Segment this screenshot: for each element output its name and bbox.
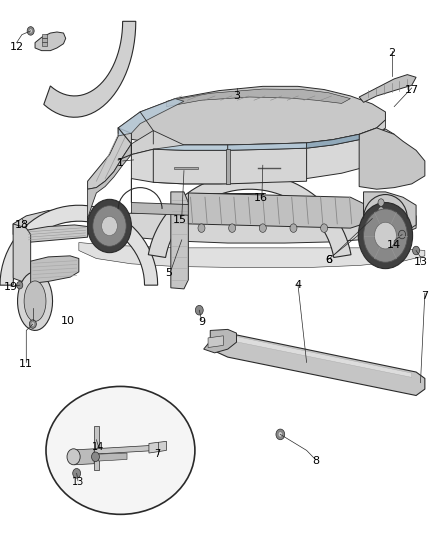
Polygon shape (26, 225, 88, 243)
Polygon shape (174, 167, 198, 169)
Text: 14: 14 (92, 442, 105, 451)
Polygon shape (44, 21, 136, 117)
Polygon shape (31, 256, 79, 284)
Circle shape (378, 199, 384, 206)
Text: 14: 14 (387, 240, 401, 250)
Polygon shape (42, 34, 47, 38)
Polygon shape (13, 224, 31, 281)
Polygon shape (166, 89, 350, 107)
Polygon shape (153, 149, 228, 184)
Circle shape (93, 206, 126, 246)
Text: 9: 9 (198, 318, 205, 327)
Circle shape (278, 432, 283, 437)
Text: 12: 12 (10, 42, 24, 52)
Polygon shape (210, 333, 425, 395)
Circle shape (290, 224, 297, 232)
Polygon shape (42, 38, 47, 42)
Text: 8: 8 (312, 456, 319, 466)
Text: 19: 19 (4, 282, 18, 292)
Polygon shape (74, 449, 94, 465)
Polygon shape (153, 145, 228, 150)
Polygon shape (42, 42, 47, 46)
Text: 7: 7 (155, 449, 161, 459)
Circle shape (378, 207, 384, 214)
Circle shape (276, 429, 285, 440)
Polygon shape (226, 149, 230, 184)
Polygon shape (204, 329, 237, 353)
Polygon shape (131, 120, 385, 155)
Polygon shape (208, 336, 223, 348)
Polygon shape (94, 426, 99, 470)
Polygon shape (131, 129, 394, 203)
Circle shape (399, 230, 406, 239)
Polygon shape (35, 32, 66, 51)
Polygon shape (188, 193, 364, 228)
Polygon shape (88, 144, 131, 224)
Polygon shape (364, 192, 416, 237)
Text: 18: 18 (15, 220, 29, 230)
Circle shape (413, 246, 420, 255)
Polygon shape (118, 86, 385, 145)
Circle shape (29, 320, 36, 328)
Polygon shape (94, 445, 158, 454)
Circle shape (378, 223, 384, 230)
Polygon shape (228, 148, 307, 184)
Polygon shape (99, 453, 127, 461)
Circle shape (198, 224, 205, 232)
Polygon shape (219, 335, 412, 377)
Text: 17: 17 (405, 85, 419, 94)
Text: 15: 15 (173, 215, 187, 224)
Polygon shape (359, 75, 416, 102)
Circle shape (67, 449, 80, 465)
Text: 11: 11 (19, 359, 33, 368)
Circle shape (92, 452, 99, 462)
Text: 3: 3 (233, 91, 240, 101)
Text: 13: 13 (72, 478, 84, 487)
Text: 2: 2 (389, 49, 396, 58)
Text: 1: 1 (117, 158, 124, 167)
Text: 5: 5 (165, 269, 172, 278)
Circle shape (195, 305, 203, 315)
Polygon shape (149, 441, 166, 453)
Circle shape (31, 322, 35, 326)
Circle shape (27, 27, 34, 35)
Circle shape (17, 281, 23, 289)
Polygon shape (24, 281, 46, 321)
Polygon shape (171, 192, 188, 289)
Text: 13: 13 (413, 257, 427, 267)
Text: 10: 10 (61, 316, 75, 326)
Polygon shape (307, 134, 359, 148)
Polygon shape (13, 209, 92, 235)
Text: 6: 6 (325, 255, 332, 265)
Circle shape (321, 224, 328, 232)
Circle shape (229, 224, 236, 232)
Circle shape (259, 224, 266, 232)
Circle shape (374, 222, 396, 249)
Circle shape (88, 199, 131, 253)
Polygon shape (188, 193, 263, 214)
Circle shape (378, 215, 384, 222)
Polygon shape (88, 128, 131, 189)
Circle shape (73, 469, 81, 478)
Circle shape (358, 203, 413, 269)
Circle shape (364, 209, 407, 262)
Text: 16: 16 (254, 193, 268, 203)
Polygon shape (88, 207, 416, 243)
Polygon shape (359, 128, 425, 189)
Polygon shape (118, 99, 184, 136)
Polygon shape (131, 203, 359, 221)
Text: 6: 6 (325, 255, 332, 265)
Polygon shape (148, 173, 351, 257)
Ellipse shape (46, 386, 195, 514)
Text: 7: 7 (421, 291, 428, 301)
Circle shape (29, 29, 32, 33)
Polygon shape (228, 143, 307, 150)
Polygon shape (0, 205, 158, 285)
Circle shape (102, 216, 117, 236)
Polygon shape (79, 243, 425, 268)
Polygon shape (18, 272, 53, 330)
Text: 4: 4 (294, 280, 301, 290)
